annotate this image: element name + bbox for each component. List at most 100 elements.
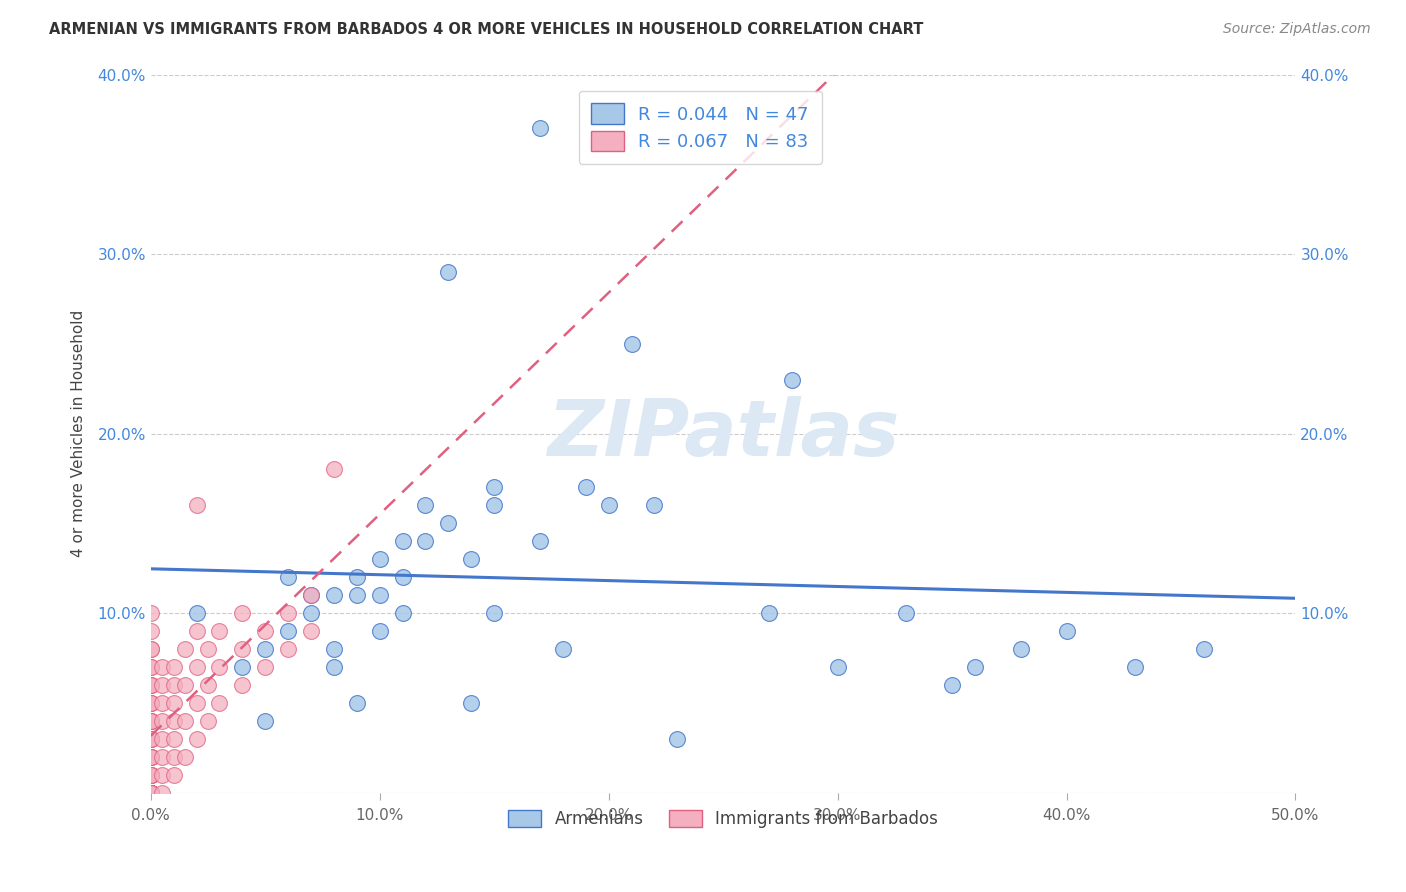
Point bbox=[150, 714, 173, 728]
Point bbox=[391, 606, 413, 620]
Point bbox=[254, 660, 277, 674]
Point bbox=[139, 749, 162, 764]
Point bbox=[150, 696, 173, 710]
Point bbox=[277, 606, 299, 620]
Point bbox=[139, 624, 162, 638]
Point bbox=[254, 714, 277, 728]
Point bbox=[598, 499, 620, 513]
Point bbox=[758, 606, 780, 620]
Point bbox=[139, 786, 162, 800]
Point bbox=[150, 678, 173, 692]
Point bbox=[139, 696, 162, 710]
Point bbox=[322, 588, 344, 602]
Point bbox=[437, 516, 460, 531]
Point bbox=[150, 660, 173, 674]
Point bbox=[299, 624, 322, 638]
Point bbox=[139, 678, 162, 692]
Point bbox=[162, 767, 184, 781]
Point bbox=[460, 552, 482, 566]
Point bbox=[1010, 642, 1032, 657]
Point bbox=[139, 714, 162, 728]
Point bbox=[231, 660, 253, 674]
Point bbox=[186, 696, 208, 710]
Legend: Armenians, Immigrants from Barbados: Armenians, Immigrants from Barbados bbox=[502, 803, 945, 835]
Point bbox=[460, 696, 482, 710]
Text: ARMENIAN VS IMMIGRANTS FROM BARBADOS 4 OR MORE VEHICLES IN HOUSEHOLD CORRELATION: ARMENIAN VS IMMIGRANTS FROM BARBADOS 4 O… bbox=[49, 22, 924, 37]
Point bbox=[277, 624, 299, 638]
Point bbox=[482, 480, 505, 494]
Point bbox=[529, 121, 551, 136]
Point bbox=[666, 731, 689, 746]
Point bbox=[139, 786, 162, 800]
Point bbox=[139, 767, 162, 781]
Point bbox=[391, 570, 413, 584]
Point bbox=[1123, 660, 1146, 674]
Point bbox=[162, 731, 184, 746]
Point bbox=[643, 499, 665, 513]
Point bbox=[139, 660, 162, 674]
Point bbox=[254, 642, 277, 657]
Point bbox=[551, 642, 574, 657]
Point bbox=[277, 642, 299, 657]
Point bbox=[139, 786, 162, 800]
Point bbox=[174, 642, 197, 657]
Point bbox=[1056, 624, 1078, 638]
Point bbox=[322, 660, 344, 674]
Point bbox=[162, 678, 184, 692]
Point bbox=[368, 552, 391, 566]
Point bbox=[162, 660, 184, 674]
Point bbox=[186, 606, 208, 620]
Point bbox=[186, 660, 208, 674]
Point bbox=[415, 534, 437, 549]
Point bbox=[186, 624, 208, 638]
Point bbox=[174, 678, 197, 692]
Point bbox=[139, 696, 162, 710]
Point bbox=[231, 606, 253, 620]
Point bbox=[139, 714, 162, 728]
Point bbox=[139, 786, 162, 800]
Point bbox=[482, 606, 505, 620]
Point bbox=[197, 714, 219, 728]
Point bbox=[197, 642, 219, 657]
Point bbox=[150, 749, 173, 764]
Point bbox=[139, 642, 162, 657]
Point bbox=[139, 786, 162, 800]
Point bbox=[150, 786, 173, 800]
Point bbox=[139, 767, 162, 781]
Point bbox=[139, 749, 162, 764]
Point bbox=[827, 660, 849, 674]
Point bbox=[231, 642, 253, 657]
Point bbox=[162, 749, 184, 764]
Point bbox=[575, 480, 598, 494]
Point bbox=[139, 714, 162, 728]
Point bbox=[139, 767, 162, 781]
Point bbox=[139, 786, 162, 800]
Point bbox=[208, 624, 231, 638]
Point bbox=[437, 265, 460, 279]
Point bbox=[231, 678, 253, 692]
Point bbox=[346, 570, 368, 584]
Point bbox=[150, 731, 173, 746]
Point bbox=[150, 767, 173, 781]
Point bbox=[277, 570, 299, 584]
Point bbox=[139, 749, 162, 764]
Point bbox=[139, 749, 162, 764]
Point bbox=[139, 786, 162, 800]
Point bbox=[139, 678, 162, 692]
Point bbox=[620, 336, 643, 351]
Point bbox=[139, 786, 162, 800]
Point bbox=[529, 534, 551, 549]
Point bbox=[139, 606, 162, 620]
Point bbox=[1192, 642, 1215, 657]
Point bbox=[139, 731, 162, 746]
Point bbox=[197, 678, 219, 692]
Point bbox=[299, 588, 322, 602]
Point bbox=[346, 588, 368, 602]
Point bbox=[139, 731, 162, 746]
Point bbox=[963, 660, 986, 674]
Point bbox=[139, 642, 162, 657]
Point bbox=[186, 731, 208, 746]
Point bbox=[174, 714, 197, 728]
Point bbox=[368, 624, 391, 638]
Point bbox=[139, 731, 162, 746]
